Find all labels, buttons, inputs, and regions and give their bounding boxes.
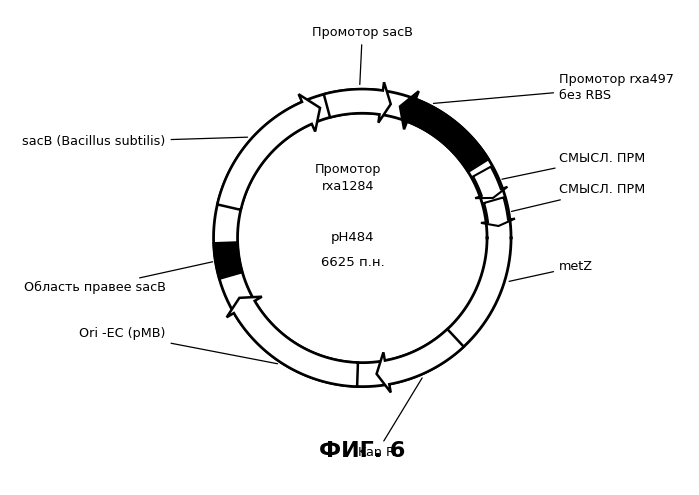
Text: СМЫСЛ. ПРМ: СМЫСЛ. ПРМ [502, 152, 645, 179]
Text: sacB (Bacillus subtilis): sacB (Bacillus subtilis) [22, 136, 247, 148]
Text: ФИГ. 6: ФИГ. 6 [319, 441, 405, 461]
Polygon shape [481, 198, 515, 226]
Text: 6625 п.н.: 6625 п.н. [321, 256, 384, 269]
Polygon shape [324, 82, 391, 123]
Polygon shape [217, 94, 320, 210]
Text: Область правее sacB: Область правее sacB [24, 262, 212, 295]
Polygon shape [214, 242, 243, 279]
Polygon shape [473, 167, 507, 198]
Text: pH484: pH484 [331, 231, 375, 245]
Text: Промотор sacB: Промотор sacB [312, 26, 412, 85]
Text: metZ: metZ [509, 260, 593, 281]
Polygon shape [226, 297, 358, 387]
Text: Ori -EC (pMB): Ori -EC (pMB) [79, 327, 278, 364]
Text: Kan R: Kan R [359, 378, 422, 459]
Polygon shape [377, 329, 463, 393]
Text: СМЫСЛ. ПРМ: СМЫСЛ. ПРМ [512, 184, 645, 211]
Text: Промотор
rxa1284: Промотор rxa1284 [315, 163, 381, 194]
Polygon shape [400, 91, 489, 172]
Text: Промотор rxa497
без RBS: Промотор rxa497 без RBS [433, 73, 674, 103]
